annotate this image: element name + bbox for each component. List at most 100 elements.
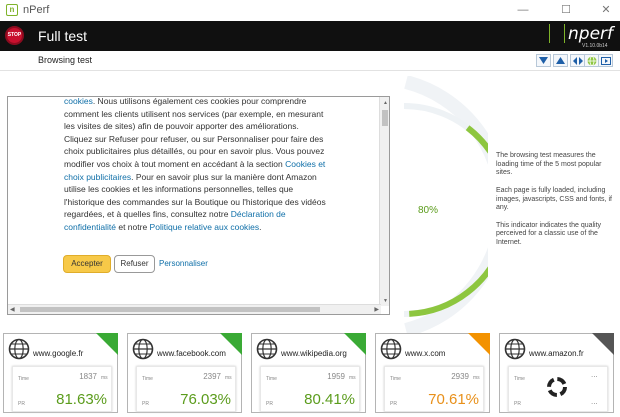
status-corner-indicator bbox=[96, 333, 118, 355]
status-corner-indicator bbox=[592, 333, 614, 355]
ms-unit: ms bbox=[101, 375, 108, 381]
vertical-scrollbar[interactable]: ▲ ▼ bbox=[379, 97, 389, 306]
time-pending: ... bbox=[591, 370, 598, 379]
page-title: Full test bbox=[38, 28, 88, 44]
scroll-right-icon[interactable]: ▶ bbox=[374, 307, 379, 313]
scroll-down-icon[interactable]: ▼ bbox=[383, 298, 388, 304]
scroll-left-icon[interactable]: ◀ bbox=[10, 307, 15, 313]
site-result-card: www.google.fr Time 1837 ms PR 81.63% bbox=[3, 333, 118, 413]
customize-cookies-link[interactable]: Personnaliser bbox=[159, 259, 208, 268]
pr-label: PR bbox=[266, 401, 273, 407]
site-name: www.amazon.fr bbox=[529, 349, 584, 358]
latency-icon[interactable] bbox=[570, 54, 585, 67]
consent-paragraph-4: . bbox=[259, 221, 262, 232]
close-button[interactable]: ✕ bbox=[601, 4, 611, 16]
loading-spinner-icon bbox=[545, 375, 569, 404]
time-label: Time bbox=[18, 376, 29, 382]
pr-label: PR bbox=[142, 401, 149, 407]
load-time-value: 1837 bbox=[79, 372, 97, 381]
site-name: www.x.com bbox=[405, 349, 446, 358]
nperf-logo: nperf bbox=[568, 24, 613, 44]
web-page-frame[interactable]: cookies. Nous utilisons également ces co… bbox=[7, 96, 390, 315]
load-time-value: 2939 bbox=[451, 372, 469, 381]
minimize-button[interactable]: — bbox=[517, 4, 529, 16]
horizontal-scroll-thumb[interactable] bbox=[20, 307, 320, 312]
globe-icon bbox=[8, 338, 30, 365]
cookie-policy-link[interactable]: Politique relative aux cookies bbox=[149, 221, 260, 232]
time-label: Time bbox=[514, 376, 525, 382]
upload-arrow-icon[interactable] bbox=[553, 54, 568, 67]
maximize-button[interactable]: ☐ bbox=[561, 4, 571, 16]
site-name: www.google.fr bbox=[33, 349, 84, 358]
perceived-rate-value: 81.63% bbox=[56, 391, 107, 408]
site-result-card: www.x.com Time 2939 ms PR 70.61% bbox=[375, 333, 490, 413]
card-header: www.wikipedia.org bbox=[252, 334, 365, 366]
scroll-up-icon[interactable]: ▲ bbox=[383, 100, 388, 106]
ad-choices-link[interactable]: Cookies et choix publicitaires bbox=[64, 158, 326, 182]
pr-label: PR bbox=[390, 401, 397, 407]
site-result-card: www.wikipedia.org Time 1959 ms PR 80.41% bbox=[251, 333, 366, 413]
ms-unit: ms bbox=[349, 375, 356, 381]
stop-button[interactable]: STOP bbox=[5, 26, 24, 45]
card-header: www.google.fr bbox=[4, 334, 117, 366]
nperf-app-icon: n bbox=[6, 4, 18, 16]
globe-icon bbox=[132, 338, 154, 365]
status-corner-indicator bbox=[220, 333, 242, 355]
card-header: www.amazon.fr bbox=[500, 334, 613, 366]
description-paragraph: This indicator indicates the quality per… bbox=[496, 221, 602, 246]
streaming-icon[interactable] bbox=[598, 54, 613, 67]
card-metrics: Time 2939 ms PR 70.61% bbox=[384, 366, 484, 412]
version-label: V1.10.0b14 bbox=[582, 43, 608, 49]
globe-icon bbox=[256, 338, 278, 365]
nperf-logo-icon bbox=[549, 24, 565, 43]
ms-unit: ms bbox=[473, 375, 480, 381]
load-time-value: 1959 bbox=[327, 372, 345, 381]
card-header: www.facebook.com bbox=[128, 334, 241, 366]
time-label: Time bbox=[142, 376, 153, 382]
status-corner-indicator bbox=[344, 333, 366, 355]
test-step-title: Browsing test bbox=[38, 55, 93, 65]
cookies-link[interactable]: cookies bbox=[64, 96, 93, 106]
description-paragraph: Each page is fully loaded, including ima… bbox=[496, 186, 612, 212]
description-paragraph: The browsing test measures the loading t… bbox=[496, 152, 602, 177]
site-result-card: www.amazon.fr Time ... PR ... bbox=[499, 333, 614, 413]
download-arrow-icon[interactable] bbox=[536, 54, 551, 67]
load-time-value: 2397 bbox=[203, 372, 221, 381]
cookie-consent-text: cookies. Nous utilisons également ces co… bbox=[64, 96, 329, 234]
card-metrics: Time 2397 ms PR 76.03% bbox=[136, 366, 236, 412]
privacy-link[interactable]: Déclaration de confidentialité bbox=[64, 209, 286, 232]
card-header: www.x.com bbox=[376, 334, 489, 366]
site-name: www.wikipedia.org bbox=[281, 349, 347, 358]
browsing-globe-icon[interactable] bbox=[584, 54, 599, 67]
time-label: Time bbox=[390, 376, 401, 382]
test-description: The browsing test measures the loading t… bbox=[496, 152, 614, 256]
status-corner-indicator bbox=[468, 333, 490, 355]
perceived-rate-value: 76.03% bbox=[180, 391, 231, 408]
progress-arc bbox=[409, 125, 488, 317]
title-bar: n nPerf — ☐ ✕ bbox=[0, 0, 620, 21]
progress-percentage: 80% bbox=[418, 205, 439, 216]
time-label: Time bbox=[266, 376, 277, 382]
consent-paragraph-3: et notre bbox=[115, 221, 150, 232]
accept-cookies-button[interactable]: Accepter bbox=[63, 255, 111, 273]
refuse-cookies-button[interactable]: Refuser bbox=[114, 255, 155, 273]
vertical-scroll-thumb[interactable] bbox=[382, 110, 388, 126]
horizontal-scrollbar[interactable]: ◀ ▶ bbox=[8, 304, 381, 314]
site-result-card: www.facebook.com Time 2397 ms PR 76.03% bbox=[127, 333, 242, 413]
card-metrics: Time 1837 ms PR 81.63% bbox=[12, 366, 112, 412]
card-metrics: Time 1959 ms PR 80.41% bbox=[260, 366, 360, 412]
globe-icon bbox=[504, 338, 526, 365]
pr-label: PR bbox=[18, 401, 25, 407]
globe-icon bbox=[380, 338, 402, 365]
ms-unit: ms bbox=[225, 375, 232, 381]
perceived-rate-value: 80.41% bbox=[304, 391, 355, 408]
consent-paragraph: . Nous utilisons également ces cookies p… bbox=[64, 96, 325, 169]
app-header: STOP Full test nperf V1.10.0b14 bbox=[0, 21, 620, 51]
card-metrics: Time ... PR ... bbox=[508, 366, 608, 412]
pr-label: PR bbox=[514, 401, 521, 407]
window-title: nPerf bbox=[23, 4, 50, 16]
perceived-rate-value: 70.61% bbox=[428, 391, 479, 408]
site-name: www.facebook.com bbox=[157, 349, 226, 358]
pr-pending: ... bbox=[591, 397, 598, 406]
